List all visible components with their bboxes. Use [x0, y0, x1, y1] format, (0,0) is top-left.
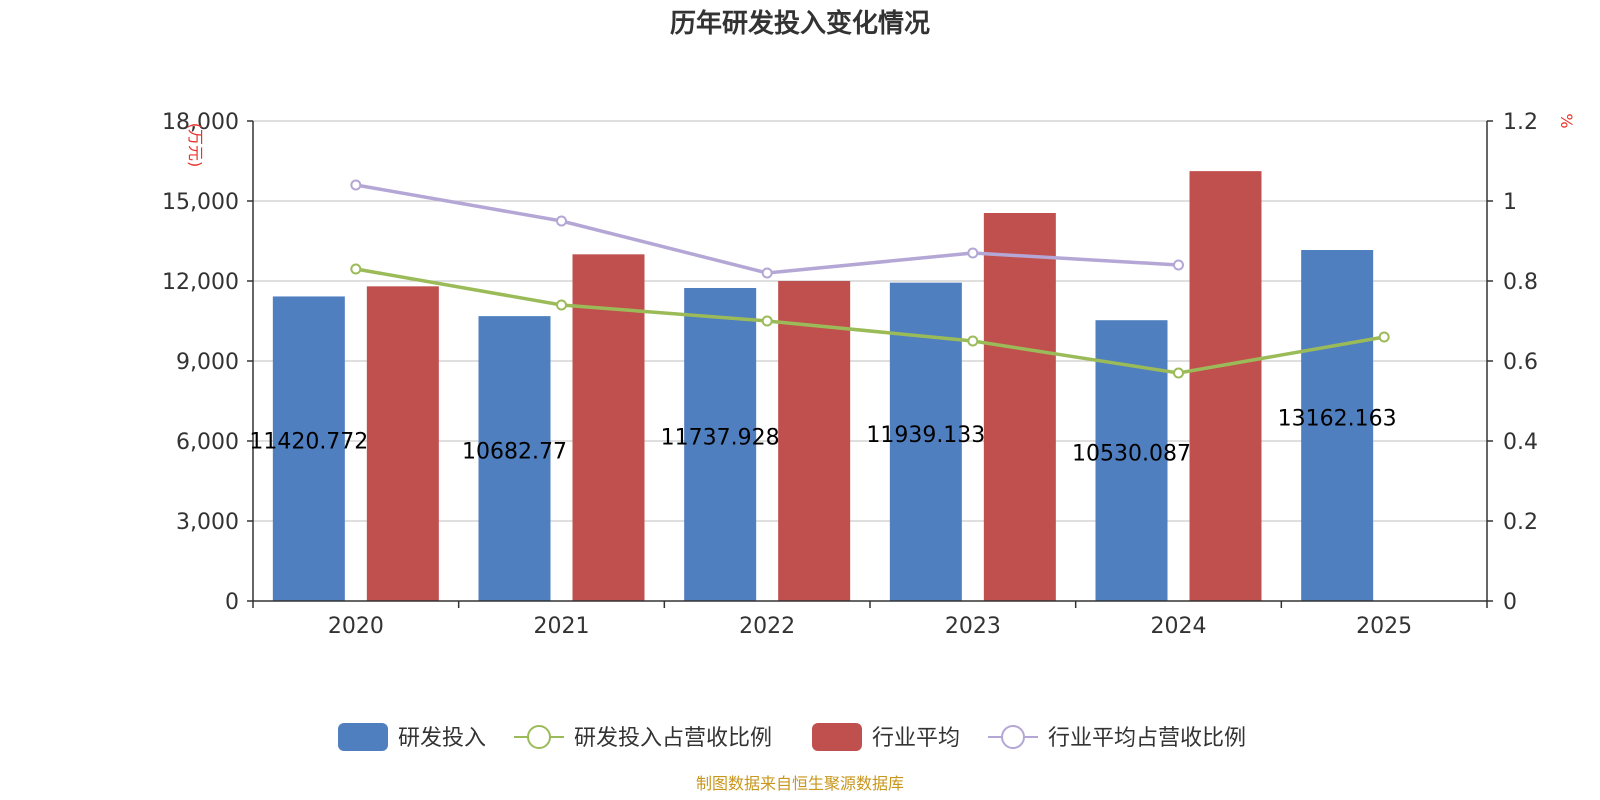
- left-axis-tick-label: 9,000: [176, 350, 239, 375]
- x-axis-tick-label: 2020: [328, 614, 384, 639]
- x-axis-tick-label: 2022: [739, 614, 795, 639]
- chart-title: 历年研发投入变化情况: [670, 8, 930, 39]
- line-point: [556, 215, 567, 227]
- left-axis-tick-label: 15,000: [162, 190, 239, 215]
- right-axis-tick-label: 0.8: [1503, 270, 1538, 295]
- data-label: 13162.163: [1278, 407, 1397, 432]
- data-label: 10682.77: [462, 440, 567, 465]
- legend-label: 行业平均: [872, 726, 960, 751]
- series-line: [355, 267, 1385, 375]
- bar: [778, 281, 851, 601]
- data-labels: 11420.772 10682.77 11737.928 11939.133 10530…: [249, 407, 1396, 467]
- x-axis-tick-label: 2023: [945, 614, 1001, 639]
- line-point: [1173, 367, 1184, 379]
- right-axis-tick-label: 0.4: [1503, 430, 1538, 455]
- x-axis-tick-label: 2021: [534, 614, 590, 639]
- left-axis-tick-label: 12,000: [162, 270, 239, 295]
- line-point: [967, 247, 979, 259]
- right-axis-tick-label: 0.6: [1503, 350, 1538, 375]
- right-axis-tick-label: 1: [1503, 190, 1517, 215]
- bar: [366, 286, 439, 601]
- bar: [1189, 171, 1262, 601]
- legend-swatch: [338, 723, 388, 751]
- right-axis-tick-label: 0: [1503, 590, 1517, 615]
- legend-label: 研发投入占营收比例: [574, 726, 772, 751]
- left-axis-unit: (万元): [186, 123, 205, 168]
- legend-marker: [527, 725, 551, 749]
- bar: [684, 287, 757, 601]
- bar: [272, 296, 345, 601]
- left-axis-tick-label: 18,000: [162, 110, 239, 135]
- line-point: [1173, 259, 1184, 271]
- bar: [1301, 250, 1374, 602]
- bar: [983, 213, 1056, 601]
- data-label: 11420.772: [249, 430, 368, 455]
- lines: [350, 179, 1390, 379]
- left-axis-tick-label: 3,000: [176, 510, 239, 535]
- legend-marker: [1001, 725, 1025, 749]
- right-axis-tick-label: 1.2: [1503, 110, 1538, 135]
- x-axis-tick-label: 2025: [1356, 614, 1412, 639]
- line-point: [556, 299, 567, 311]
- bars: [272, 171, 1374, 602]
- line-point: [761, 315, 773, 327]
- bar: [478, 316, 551, 601]
- line-point: [1378, 331, 1390, 343]
- line-point: [350, 179, 362, 191]
- x-axis-tick-label: 2024: [1151, 614, 1207, 639]
- left-axis-tick-label: 0: [225, 590, 239, 615]
- legend-label: 研发投入: [398, 726, 486, 751]
- line-point: [967, 335, 979, 347]
- line-point: [350, 263, 362, 275]
- axes: 0 3,000 6,000 9,000 12,000 15,000 18,000 0 0.2 0.…: [162, 110, 1538, 639]
- legend-swatch: [812, 723, 862, 751]
- source-note: 制图数据来自恒生聚源数据库: [696, 774, 904, 793]
- gridlines: [253, 120, 1487, 522]
- right-axis-unit: %: [1557, 113, 1576, 128]
- left-axis-tick-label: 6,000: [176, 430, 239, 455]
- right-axis-tick-label: 0.2: [1503, 510, 1538, 535]
- data-label: 10530.087: [1072, 442, 1191, 467]
- line-point: [761, 267, 773, 279]
- legend-label: 行业平均占营收比例: [1048, 726, 1246, 751]
- data-label: 11939.133: [866, 423, 985, 448]
- legend: 研发投入 研发投入占营收比例 行业平均 行业平均占营收比例: [338, 723, 1246, 751]
- data-label: 11737.928: [661, 425, 780, 450]
